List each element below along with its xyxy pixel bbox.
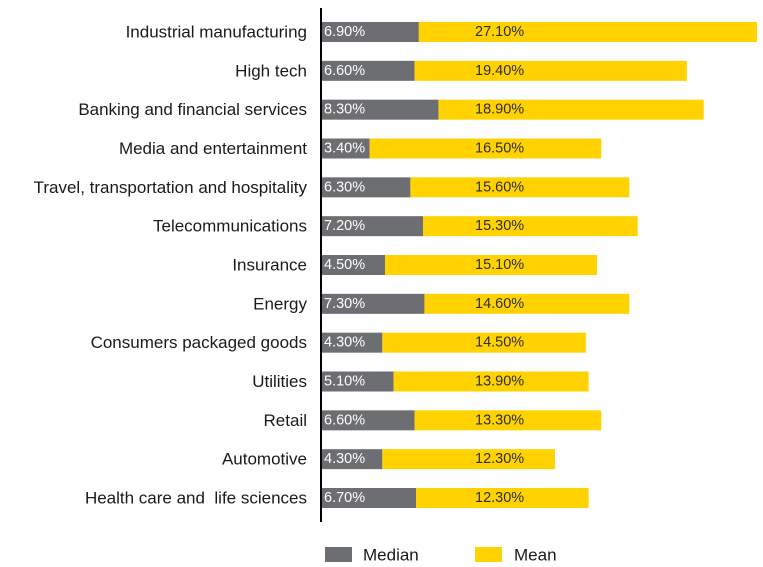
median-value-label-banking-and-financial-services: 8.30% bbox=[324, 102, 365, 118]
median-value-label-travel-transportation-and-hospitality: 6.30% bbox=[324, 179, 365, 195]
mean-value-label-telecommunications: 15.30% bbox=[475, 218, 524, 234]
median-value-label-retail: 6.60% bbox=[324, 412, 365, 428]
legend-label-mean: Mean bbox=[514, 546, 557, 565]
median-bar-travel-transportation-and-hospitality bbox=[322, 177, 411, 198]
mean-bar-retail bbox=[414, 410, 602, 431]
legend-swatch-mean bbox=[475, 547, 502, 562]
mean-value-label-automotive: 12.30% bbox=[475, 451, 524, 467]
mean-bar-energy bbox=[424, 293, 630, 314]
mean-bar-health-care-and-life-sciences bbox=[416, 488, 589, 508]
legend-item-mean: Mean bbox=[475, 546, 557, 565]
median-bar-automotive bbox=[322, 449, 383, 470]
category-label-banking-and-financial-services: Banking and financial services bbox=[78, 100, 307, 119]
mean-bar-banking-and-financial-services bbox=[438, 99, 704, 120]
mean-value-label-health-care-and-life-sciences: 12.30% bbox=[475, 490, 524, 506]
mean-value-label-travel-transportation-and-hospitality: 15.60% bbox=[475, 179, 524, 195]
mean-value-label-industrial-manufacturing: 27.10% bbox=[475, 24, 524, 40]
median-bar-utilities bbox=[322, 371, 394, 392]
mean-value-label-insurance: 15.10% bbox=[475, 257, 524, 273]
category-label-high-tech: High tech bbox=[235, 61, 307, 80]
mean-bar-media-and-entertainment bbox=[369, 138, 602, 159]
mean-value-label-energy: 14.60% bbox=[475, 296, 524, 312]
median-value-label-energy: 7.30% bbox=[324, 296, 365, 312]
legend-label-median: Median bbox=[363, 546, 419, 565]
median-bar-industrial-manufacturing bbox=[322, 22, 419, 42]
median-value-label-high-tech: 6.60% bbox=[324, 63, 365, 79]
mean-bar-utilities bbox=[393, 371, 589, 392]
category-label-insurance: Insurance bbox=[232, 256, 307, 275]
mean-value-label-media-and-entertainment: 16.50% bbox=[475, 141, 524, 157]
legend: Median Mean bbox=[325, 546, 557, 565]
median-bar-retail bbox=[322, 410, 415, 431]
mean-bar-telecommunications bbox=[423, 216, 638, 237]
category-label-utilities: Utilities bbox=[252, 372, 307, 391]
mean-value-label-high-tech: 19.40% bbox=[475, 63, 524, 79]
median-value-label-industrial-manufacturing: 6.90% bbox=[324, 24, 365, 40]
median-bar-consumers-packaged-goods bbox=[322, 332, 383, 353]
mean-value-label-utilities: 13.90% bbox=[475, 374, 524, 390]
mean-bar-high-tech bbox=[414, 60, 687, 81]
median-bar-health-care-and-life-sciences bbox=[322, 488, 417, 508]
mean-bar-consumers-packaged-goods bbox=[382, 332, 586, 353]
median-value-label-health-care-and-life-sciences: 6.70% bbox=[324, 490, 365, 506]
mean-value-label-consumers-packaged-goods: 14.50% bbox=[475, 335, 524, 351]
category-label-industrial-manufacturing: Industrial manufacturing bbox=[126, 23, 307, 42]
value-labels-group: 6.90% 27.10% 6.60% 19.40% 8.30% 18.90% 3.40% 16… bbox=[324, 24, 524, 506]
median-bar-energy bbox=[322, 293, 425, 314]
category-label-retail: Retail bbox=[264, 411, 307, 430]
category-label-health-care-and-life-sciences: Health care and life sciences bbox=[85, 489, 307, 508]
median-bar-telecommunications bbox=[322, 216, 424, 237]
mean-bar-automotive bbox=[382, 449, 555, 470]
category-label-energy: Energy bbox=[253, 294, 307, 313]
category-label-media-and-entertainment: Media and entertainment bbox=[119, 139, 307, 158]
median-value-label-automotive: 4.30% bbox=[324, 451, 365, 467]
category-label-consumers-packaged-goods: Consumers packaged goods bbox=[91, 333, 307, 352]
median-value-label-telecommunications: 7.20% bbox=[324, 218, 365, 234]
category-label-automotive: Automotive bbox=[222, 450, 307, 469]
mean-bar-travel-transportation-and-hospitality bbox=[410, 177, 630, 198]
median-value-label-utilities: 5.10% bbox=[324, 374, 365, 390]
median-value-label-media-and-entertainment: 3.40% bbox=[324, 141, 365, 157]
median-value-label-consumers-packaged-goods: 4.30% bbox=[324, 335, 365, 351]
mean-value-label-banking-and-financial-services: 18.90% bbox=[475, 102, 524, 118]
median-bar-media-and-entertainment bbox=[322, 138, 370, 159]
legend-swatch-median bbox=[325, 547, 352, 562]
category-labels-group: Industrial manufacturing High tech Banking… bbox=[34, 23, 308, 508]
mean-bar-industrial-manufacturing bbox=[418, 22, 757, 42]
category-label-travel-transportation-and-hospitality: Travel, transportation and hospitality bbox=[34, 178, 308, 197]
bars-group bbox=[322, 22, 757, 508]
mean-value-label-retail: 13.30% bbox=[475, 412, 524, 428]
mean-bar-insurance bbox=[385, 255, 598, 275]
legend-item-median: Median bbox=[325, 546, 419, 565]
median-bar-high-tech bbox=[322, 60, 415, 81]
median-value-label-insurance: 4.50% bbox=[324, 257, 365, 273]
category-label-telecommunications: Telecommunications bbox=[153, 217, 307, 236]
median-bar-insurance bbox=[322, 255, 386, 275]
median-bar-banking-and-financial-services bbox=[322, 99, 439, 120]
